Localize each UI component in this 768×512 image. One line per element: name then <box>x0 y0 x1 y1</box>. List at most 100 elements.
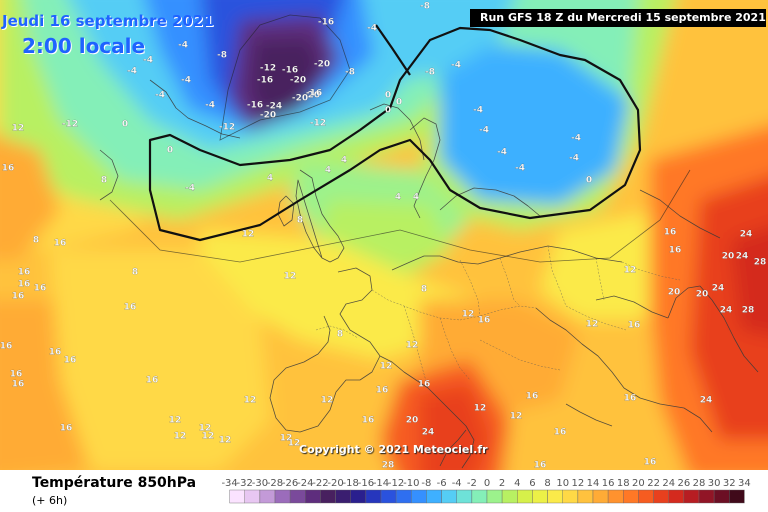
temperature-value-label: 28 <box>382 461 395 471</box>
temperature-value-label: 20 <box>722 252 735 262</box>
temperature-value-label: 12 <box>169 416 182 426</box>
legend-tick-label: -6 <box>437 478 447 489</box>
temperature-value-label: 12 <box>12 124 25 134</box>
temperature-value-label: 16 <box>34 284 47 294</box>
legend-color-swatch <box>305 489 321 504</box>
legend-color-swatch <box>335 489 351 504</box>
temperature-value-label: 24 <box>422 428 435 438</box>
legend-color-swatch <box>577 489 594 504</box>
temperature-value-label: 4 <box>395 193 401 203</box>
temperature-value-label: 4 <box>267 174 273 184</box>
legend-color-swatch <box>471 489 488 504</box>
legend-color-swatch <box>592 489 609 504</box>
temperature-value-label: 12 <box>280 434 293 444</box>
legend-tick-label: 16 <box>602 478 615 489</box>
temperature-value-label: -16 <box>247 101 263 111</box>
legend-tick-label: -2 <box>467 478 477 489</box>
temperature-value-label: 16 <box>669 246 682 256</box>
temperature-value-label: 0 <box>396 98 402 108</box>
legend-tick-label: 28 <box>693 478 706 489</box>
country-borders <box>315 245 681 389</box>
temperature-value-label: 12 <box>174 432 187 442</box>
temperature-value-label: 24 <box>740 230 753 240</box>
temperature-value-label: 16 <box>362 416 375 426</box>
legend-tick-label: 20 <box>632 478 645 489</box>
temperature-field <box>0 0 768 470</box>
legend-color-swatch <box>532 489 548 504</box>
temperature-value-label: 4 <box>325 166 331 176</box>
legend-color-swatch <box>486 489 503 504</box>
legend-tick-label: -34 <box>222 478 238 489</box>
legend-color-swatch <box>517 489 533 504</box>
temperature-value-label: -4 <box>479 126 489 136</box>
legend-color-swatch <box>501 489 518 504</box>
legend-color-swatch <box>380 489 397 504</box>
temperature-value-label: -4 <box>367 24 377 34</box>
temperature-value-label: 20 <box>696 290 709 300</box>
legend-color-swatch <box>607 489 624 504</box>
temperature-value-label: 16 <box>18 280 31 290</box>
forecast-date: Jeudi 16 septembre 2021 <box>2 12 214 30</box>
model-run-banner: Run GFS 18 Z du Mercredi 15 septembre 20… <box>470 9 766 27</box>
temperature-value-label: -12 <box>260 64 276 74</box>
legend-tick-label: -32 <box>237 478 253 489</box>
copyright-notice: Copyright © 2021 Meteociel.fr <box>299 443 488 456</box>
temperature-value-label: 16 <box>12 380 25 390</box>
temperature-value-label: 16 <box>49 348 62 358</box>
legend-color-swatch <box>365 489 382 504</box>
temperature-value-label: 8 <box>101 176 107 186</box>
temperature-value-label: 8 <box>297 216 303 226</box>
temperature-value-label: -20 <box>314 60 330 70</box>
legend-color-swatch <box>426 489 442 504</box>
temperature-value-label: 12 <box>462 310 475 320</box>
temperature-value-label: -8 <box>345 68 355 78</box>
temperature-value-label: 0 <box>385 106 391 116</box>
temperature-value-label: 12 <box>242 230 255 240</box>
temperature-value-label: 16 <box>534 461 547 471</box>
legend-tick-label: -18 <box>343 478 359 489</box>
temperature-value-label: -4 <box>473 106 483 116</box>
temperature-value-label: 16 <box>146 376 159 386</box>
temperature-value-label: -16 <box>306 89 322 99</box>
legend-tick-label: -12 <box>388 478 404 489</box>
temperature-value-label: 16 <box>2 164 15 174</box>
temperature-value-label: 16 <box>10 370 23 380</box>
temperature-map: -16-8-4-4-8-4-4-4-4-4-12 -16-20-20-20-8-1… <box>0 0 768 470</box>
legend-tick-label: -10 <box>403 478 419 489</box>
legend-color-swatch <box>683 489 700 504</box>
legend-tick-label: 26 <box>678 478 691 489</box>
legend-color-swatch <box>668 489 685 504</box>
legend-tick-label: 18 <box>617 478 630 489</box>
temperature-value-label: 28 <box>742 306 755 316</box>
temperature-value-label: 0 <box>586 176 592 186</box>
legend-tick-label: 2 <box>499 478 505 489</box>
legend-tick-label: 0 <box>484 478 490 489</box>
temperature-value-label: 16 <box>664 228 677 238</box>
temperature-value-label: -8 <box>217 51 227 61</box>
temperature-value-label: 0 <box>122 120 128 130</box>
temperature-value-label: 8 <box>132 268 138 278</box>
temperature-value-label: 24 <box>736 252 749 262</box>
temperature-value-label: 16 <box>12 292 25 302</box>
temperature-value-label: -4 <box>571 134 581 144</box>
legend-color-swatch <box>350 489 366 504</box>
legend-tick-label: 14 <box>587 478 600 489</box>
legend-tick-label: -4 <box>452 478 462 489</box>
temperature-value-label: -4 <box>205 101 215 111</box>
temperature-value-label: -4 <box>181 76 191 86</box>
temperature-value-label: 20 <box>406 416 419 426</box>
temperature-value-label: 0 <box>167 146 173 156</box>
temperature-value-label: 24 <box>712 284 725 294</box>
temperature-value-label: 16 <box>0 342 12 352</box>
temperature-value-label: -24 <box>266 102 282 112</box>
temperature-value-label: 16 <box>18 268 31 278</box>
legend-tick-label: 8 <box>544 478 550 489</box>
legend-tick-label: -22 <box>312 478 328 489</box>
temperature-value-label: 24 <box>720 306 733 316</box>
legend-color-swatch <box>547 489 563 504</box>
temperature-value-label: -16 <box>318 18 334 28</box>
legend-color-swatch <box>320 489 336 504</box>
temperature-value-label: -4 <box>451 61 461 71</box>
temperature-value-label: -12 <box>310 119 326 129</box>
temperature-value-label: 12 <box>219 436 232 446</box>
